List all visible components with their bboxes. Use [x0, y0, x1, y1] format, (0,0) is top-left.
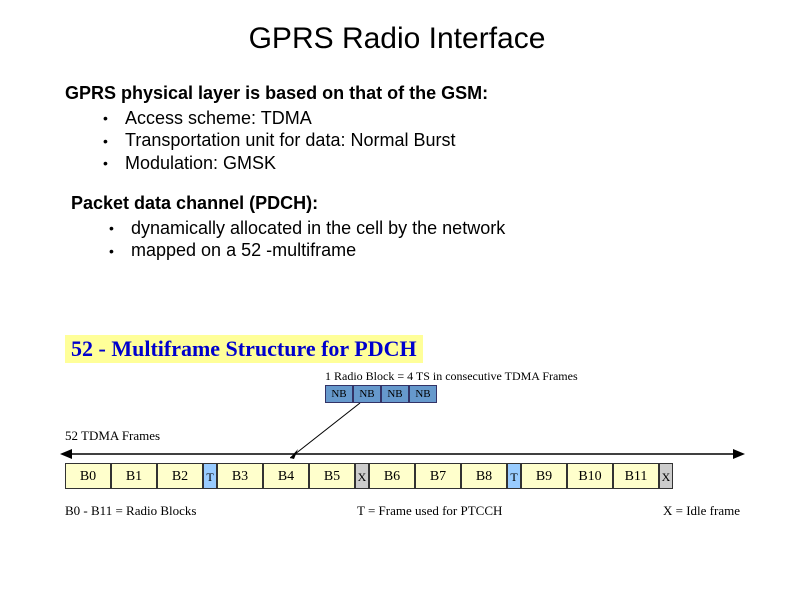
- frame-block: T: [203, 463, 217, 489]
- nb-cell: NB: [325, 385, 353, 403]
- blocks-row: B0B1B2TB3B4B5XB6B7B8TB9B10B11X: [65, 463, 740, 489]
- frame-block: B0: [65, 463, 111, 489]
- list-item: Access scheme: TDMA: [103, 107, 729, 130]
- list-item: Transportation unit for data: Normal Bur…: [103, 129, 729, 152]
- diagram-title: 52 - Multiframe Structure for PDCH: [65, 335, 423, 363]
- frame-block: B7: [415, 463, 461, 489]
- multiframe-diagram: 52 - Multiframe Structure for PDCH 1 Rad…: [65, 335, 740, 363]
- frame-block: T: [507, 463, 521, 489]
- content-area: GPRS physical layer is based on that of …: [0, 64, 794, 262]
- frame-block: B10: [567, 463, 613, 489]
- tdma-frames-label: 52 TDMA Frames: [65, 428, 160, 444]
- section1-list: Access scheme: TDMA Transportation unit …: [65, 107, 729, 175]
- frame-block: B4: [263, 463, 309, 489]
- radio-block-label: 1 Radio Block = 4 TS in consecutive TDMA…: [325, 369, 578, 384]
- page-title: GPRS Radio Interface: [0, 0, 794, 64]
- nb-cell: NB: [353, 385, 381, 403]
- frame-block: B2: [157, 463, 203, 489]
- frame-block: B5: [309, 463, 355, 489]
- list-item: Modulation: GMSK: [103, 152, 729, 175]
- nb-cell: NB: [381, 385, 409, 403]
- list-item: dynamically allocated in the cell by the…: [109, 217, 729, 240]
- frame-block: B1: [111, 463, 157, 489]
- frame-block: B8: [461, 463, 507, 489]
- nb-cell: NB: [409, 385, 437, 403]
- frame-block: B3: [217, 463, 263, 489]
- section1-heading: GPRS physical layer is based on that of …: [65, 82, 729, 105]
- frame-block: X: [355, 463, 369, 489]
- double-arrow-line: [60, 447, 745, 461]
- frame-block: B6: [369, 463, 415, 489]
- legend-item: B0 - B11 = Radio Blocks: [65, 503, 196, 519]
- list-item: mapped on a 52 -multiframe: [109, 239, 729, 262]
- legend-item: T = Frame used for PTCCH: [357, 503, 502, 519]
- frame-block: B9: [521, 463, 567, 489]
- section2-heading: Packet data channel (PDCH):: [71, 192, 729, 215]
- section2-list: dynamically allocated in the cell by the…: [71, 217, 729, 262]
- frame-block: B11: [613, 463, 659, 489]
- legend: B0 - B11 = Radio Blocks T = Frame used f…: [65, 503, 740, 519]
- frame-block: X: [659, 463, 673, 489]
- legend-item: X = Idle frame: [663, 503, 740, 519]
- nb-row: NB NB NB NB: [325, 385, 437, 403]
